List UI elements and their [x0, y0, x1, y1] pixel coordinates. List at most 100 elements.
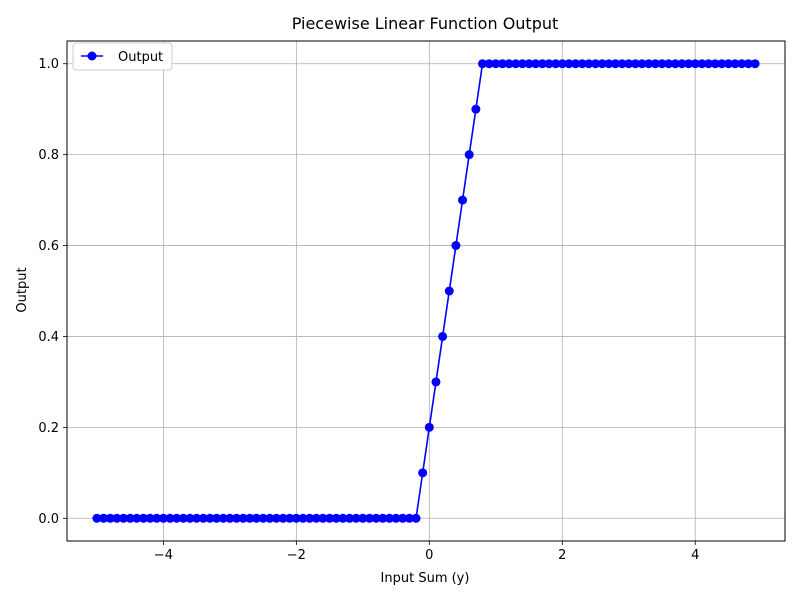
data-point: [504, 59, 514, 69]
data-point: [331, 513, 341, 523]
data-point: [205, 513, 215, 523]
data-point: [391, 513, 401, 523]
data-point: [577, 59, 587, 69]
data-point: [630, 59, 640, 69]
data-point: [258, 513, 268, 523]
y-tick-label: 0.6: [38, 239, 59, 254]
data-point: [278, 513, 288, 523]
data-point: [358, 513, 368, 523]
data-point: [597, 59, 607, 69]
data-point: [172, 513, 182, 523]
data-point: [119, 513, 129, 523]
data-point: [158, 513, 168, 523]
x-tick-label: −2: [287, 548, 306, 563]
data-point: [431, 377, 441, 387]
data-point: [690, 59, 700, 69]
data-point: [497, 59, 507, 69]
data-point: [185, 513, 195, 523]
data-point: [305, 513, 315, 523]
data-point: [464, 150, 474, 160]
data-point: [99, 513, 109, 523]
data-point: [132, 513, 142, 523]
data-point: [584, 59, 594, 69]
data-point: [311, 513, 321, 523]
data-point: [238, 513, 248, 523]
legend-label: Output: [118, 50, 163, 65]
data-point: [471, 104, 481, 114]
data-point: [697, 59, 707, 69]
data-point: [743, 59, 753, 69]
data-point: [684, 59, 694, 69]
data-point: [571, 59, 581, 69]
data-point: [125, 513, 135, 523]
data-point: [624, 59, 634, 69]
data-point: [351, 513, 361, 523]
data-point: [664, 59, 674, 69]
data-point: [318, 513, 328, 523]
data-point: [112, 513, 122, 523]
data-point: [384, 513, 394, 523]
data-point: [438, 331, 448, 341]
y-ticks: 0.0 0.2 0.4 0.6 0.8 1.0: [38, 57, 67, 527]
chart-title: Piecewise Linear Function Output: [292, 14, 559, 33]
data-point: [145, 513, 155, 523]
data-point: [723, 59, 733, 69]
data-point: [730, 59, 740, 69]
data-point: [212, 513, 222, 523]
data-point: [604, 59, 614, 69]
data-point: [710, 59, 720, 69]
data-point: [364, 513, 374, 523]
data-point: [524, 59, 534, 69]
data-point: [325, 513, 335, 523]
x-tick-label: 2: [558, 548, 566, 563]
y-tick-label: 1.0: [38, 57, 59, 72]
data-point: [232, 513, 242, 523]
data-point: [444, 286, 454, 296]
x-axis-label: Input Sum (y): [381, 571, 470, 586]
data-point: [271, 513, 281, 523]
data-point: [338, 513, 348, 523]
data-point: [551, 59, 561, 69]
data-point: [677, 59, 687, 69]
x-tick-label: 0: [425, 548, 433, 563]
data-point: [484, 59, 494, 69]
data-point: [218, 513, 228, 523]
y-tick-label: 0.0: [38, 512, 59, 527]
data-point: [591, 59, 601, 69]
data-point: [178, 513, 188, 523]
data-point: [245, 513, 255, 523]
data-point: [165, 513, 175, 523]
data-point: [418, 468, 428, 478]
data-point: [704, 59, 714, 69]
data-point: [670, 59, 680, 69]
data-point: [564, 59, 574, 69]
data-point: [491, 59, 501, 69]
series-layer: [92, 59, 760, 523]
data-point: [345, 513, 355, 523]
data-point: [517, 59, 527, 69]
data-point: [644, 59, 654, 69]
y-tick-label: 0.8: [38, 148, 59, 163]
data-point: [265, 513, 275, 523]
data-point: [411, 513, 421, 523]
data-point: [737, 59, 747, 69]
data-point: [531, 59, 541, 69]
data-point: [105, 513, 115, 523]
data-point: [192, 513, 202, 523]
data-point: [657, 59, 667, 69]
data-point: [225, 513, 235, 523]
y-tick-label: 0.2: [38, 421, 59, 436]
data-point: [717, 59, 727, 69]
data-point: [650, 59, 660, 69]
x-tick-label: −4: [154, 548, 173, 563]
data-point: [251, 513, 261, 523]
data-point: [511, 59, 521, 69]
plot-frame: [66, 40, 786, 542]
data-point: [398, 513, 408, 523]
data-point: [371, 513, 381, 523]
data-point: [298, 513, 308, 523]
x-ticks: −4 −2 0 2 4: [154, 541, 699, 563]
data-point: [617, 59, 627, 69]
